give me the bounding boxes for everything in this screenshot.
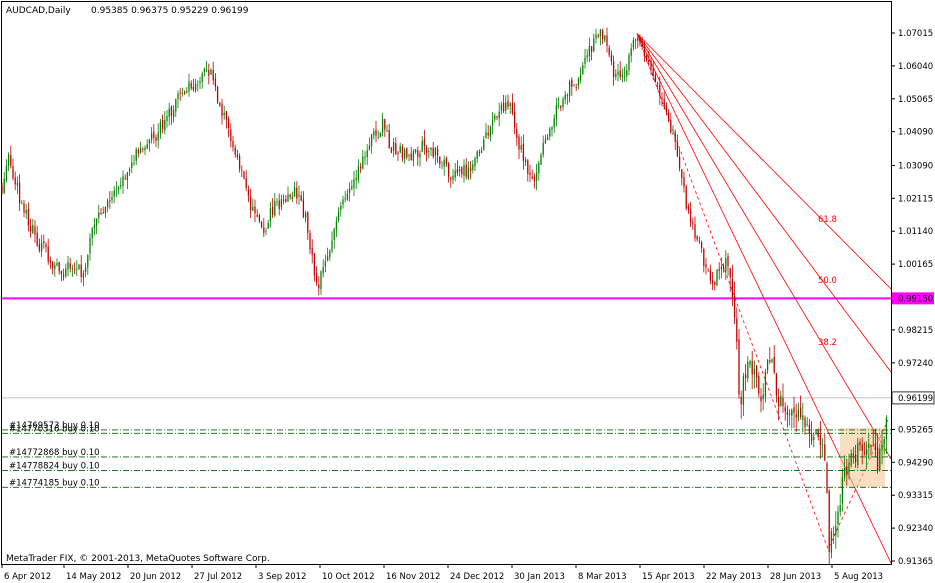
fibo-level-label: 50.0 [818, 276, 837, 286]
plot-area-border [1, 1, 892, 565]
order-label: #14769573 buy 0.10 [9, 421, 100, 431]
date-tick-label: 30 Jan 2013 [514, 572, 565, 582]
price-tick-label: 1.06040 [898, 62, 933, 72]
fibo-fan-ray [636, 33, 892, 290]
price-tick-label: 0.98215 [898, 326, 933, 336]
order-label: #14770316 buy 0.10 [9, 424, 100, 434]
price-tick-label: 1.05065 [898, 95, 933, 105]
chart-title: AUDCAD,Daily [6, 6, 71, 16]
order-label: #14778824 buy 0.10 [9, 461, 100, 471]
order-label: #14774185 buy 0.10 [9, 478, 100, 488]
fibo-fan-ray [636, 33, 892, 460]
date-tick-label: 6 Apr 2012 [4, 572, 51, 582]
ohlc-values: 0.95385 0.96375 0.95229 0.96199 [91, 6, 249, 16]
order-lines: #14769573 buy 0.10#14770316 buy 0.10 #147… [2, 421, 891, 488]
date-tick-label: 20 Jun 2012 [130, 572, 181, 582]
fibo-fan-ray [636, 33, 892, 373]
date-tick-label: 22 May 2013 [706, 572, 761, 582]
date-tick-label: 3 Sep 2012 [258, 572, 306, 582]
price-tick-label: 0.92340 [898, 524, 933, 534]
date-tick-label: 24 Dec 2012 [450, 572, 504, 582]
copyright-text: MetaTrader FIX, © 2001-2013, MetaQuotes … [6, 554, 270, 564]
price-axis: 1.07015 1.06040 1.05065 1.04090 1.03090 1.021… [891, 29, 935, 567]
date-tick-label: 16 Nov 2012 [386, 572, 440, 582]
price-tick-label: 1.04090 [898, 128, 933, 138]
price-tick-label: 0.97240 [898, 359, 933, 369]
price-tick-label: 1.02115 [898, 194, 933, 204]
order-label: #14772868 buy 0.10 [9, 448, 100, 458]
date-tick-label: 28 Jun 2013 [770, 572, 821, 582]
price-tick-label: 0.91365 [898, 557, 933, 567]
current-price-box [891, 391, 935, 405]
date-tick-label: 8 Mar 2013 [578, 572, 626, 582]
price-tick-label: 0.95265 [898, 425, 933, 435]
date-tick-label: 5 Aug 2013 [834, 572, 883, 582]
price-tick-label: 1.03090 [898, 161, 933, 171]
fibo-level-label: 38.2 [818, 338, 837, 348]
candlesticks [1, 27, 888, 566]
date-tick-label: 15 Apr 2013 [642, 572, 695, 582]
price-tick-label: 1.01140 [898, 227, 933, 237]
time-axis: 6 Apr 2012 14 May 2012 20 Jun 2012 27 Jul 2… [1, 564, 883, 582]
fibo-level-label: 61.8 [818, 215, 837, 225]
current-price-label: 0.96199 [898, 394, 933, 404]
support-level-box [892, 292, 934, 305]
price-tick-label: 1.07015 [898, 29, 933, 39]
date-tick-label: 14 May 2012 [66, 572, 121, 582]
support-level-label: 0.99150 [898, 294, 933, 304]
price-tick-label: 0.94290 [898, 458, 933, 468]
date-tick-label: 10 Oct 2012 [322, 572, 375, 582]
price-tick-label: 0.93315 [898, 491, 933, 501]
price-tick-label: 1.00165 [898, 260, 933, 270]
date-tick-label: 27 Jul 2012 [194, 572, 242, 582]
